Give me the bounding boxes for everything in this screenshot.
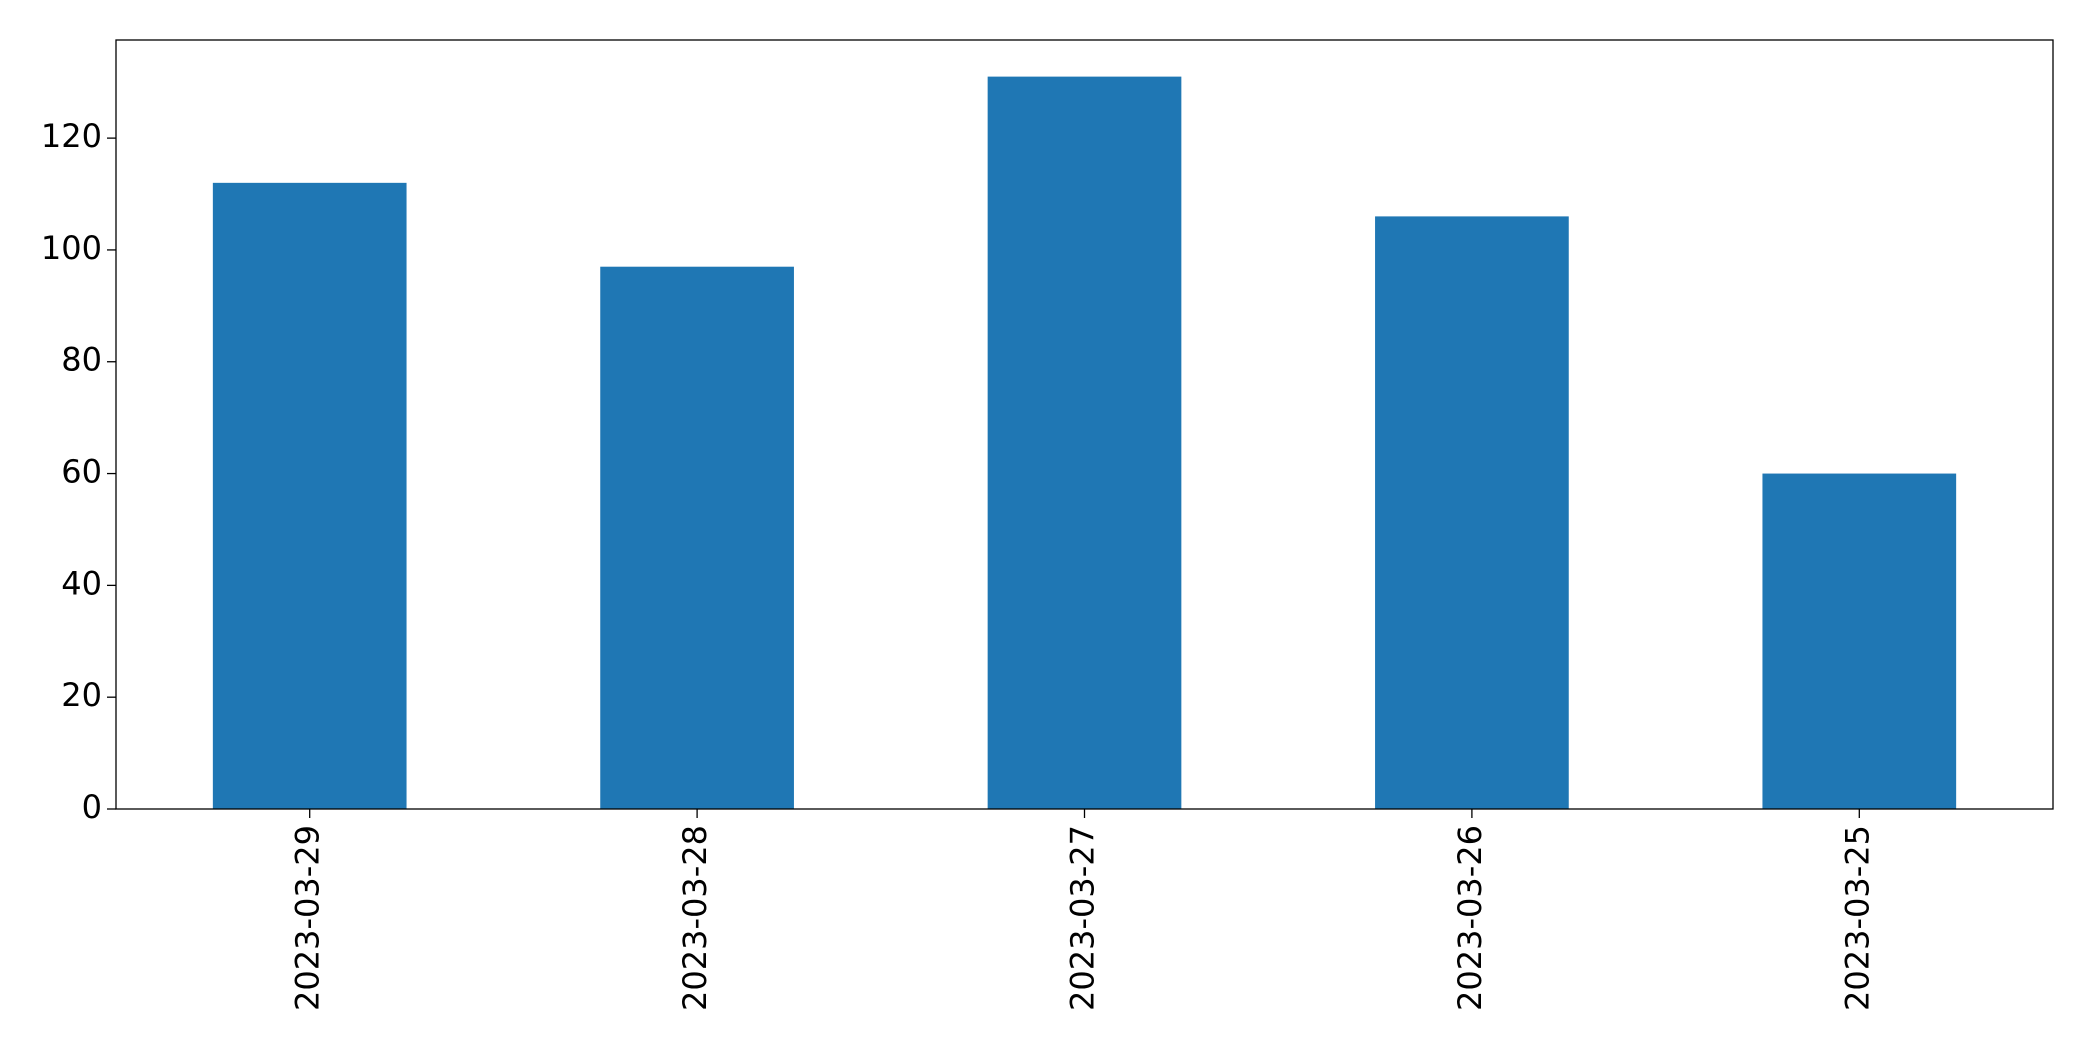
plot-frame — [115, 39, 2054, 810]
x-tick-label: 2023-03-29 — [289, 825, 327, 1011]
x-tick-label: 2023-03-25 — [1838, 825, 1876, 1011]
x-tick-label: 2023-03-26 — [1451, 825, 1489, 1011]
bar — [212, 182, 407, 810]
y-tick-label: 40 — [61, 564, 102, 602]
bar — [1762, 473, 1957, 809]
bar — [987, 76, 1182, 810]
x-tick-label: 2023-03-27 — [1064, 825, 1102, 1011]
y-tick-label: 120 — [41, 117, 102, 155]
x-tick-label: 2023-03-28 — [676, 825, 714, 1011]
y-tick-label: 60 — [61, 453, 102, 491]
bar — [1375, 216, 1569, 809]
y-tick-label: 80 — [61, 341, 102, 379]
bar — [600, 266, 794, 810]
y-tick-label: 0 — [82, 788, 102, 826]
y-tick-label: 100 — [41, 229, 102, 267]
y-tick-label: 20 — [61, 676, 102, 714]
